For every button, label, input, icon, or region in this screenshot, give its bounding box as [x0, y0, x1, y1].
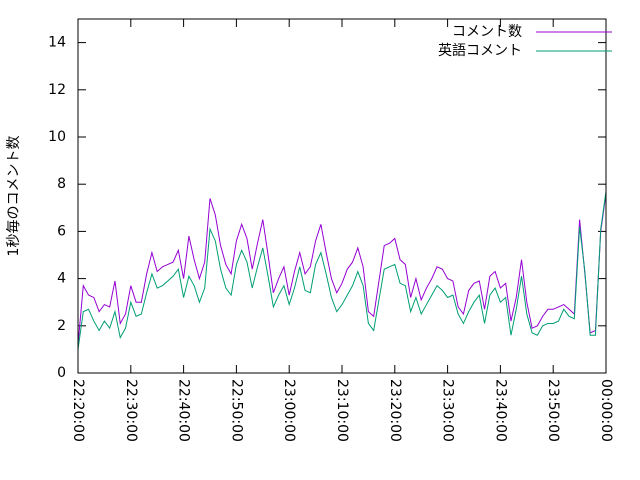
series-line	[77, 193, 607, 345]
x-tick-label: 00:00:00	[598, 379, 614, 442]
x-tick-label: 22:30:00	[123, 379, 139, 442]
y-tick-label: 2	[57, 318, 66, 334]
y-tick-label: 0	[57, 365, 66, 381]
x-tick-label: 23:30:00	[440, 379, 456, 442]
legend-label: 英語コメント	[438, 42, 522, 59]
y-tick-label: 10	[48, 129, 66, 145]
x-tick-label: 23:00:00	[281, 379, 297, 442]
x-tick-label: 23:40:00	[492, 379, 508, 442]
y-tick-label: 6	[57, 223, 66, 239]
series-line	[77, 191, 607, 350]
y-tick-label: 4	[57, 271, 66, 287]
y-tick-label: 8	[57, 176, 66, 192]
x-tick-label: 22:20:00	[70, 379, 86, 442]
y-tick-label: 14	[48, 35, 66, 51]
y-tick-label: 12	[48, 82, 66, 98]
x-tick-label: 23:50:00	[545, 379, 561, 442]
x-tick-label: 22:40:00	[176, 379, 192, 442]
x-tick-label: 22:50:00	[228, 379, 244, 442]
legend-label: コメント数	[452, 24, 522, 40]
x-tick-label: 23:20:00	[387, 379, 403, 442]
x-tick-label: 23:10:00	[334, 379, 350, 442]
plot-frame	[77, 18, 607, 374]
y-axis-label: 1秒毎のコメント数	[6, 136, 22, 257]
